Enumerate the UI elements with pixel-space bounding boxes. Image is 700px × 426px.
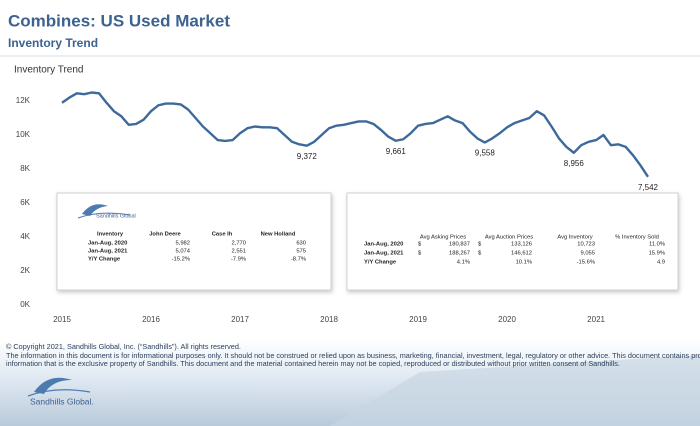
table-currency: $ bbox=[418, 251, 422, 257]
table-row-label: Jan-Aug, 2021 bbox=[364, 251, 404, 257]
table-cell: 4.9 bbox=[657, 260, 665, 266]
x-tick-label: 2019 bbox=[409, 315, 427, 324]
table-header: Avg Asking Prices bbox=[420, 235, 466, 241]
chart-title: Inventory Trend bbox=[14, 65, 83, 76]
table-cell: 11.0% bbox=[649, 242, 665, 248]
data-label: 8,956 bbox=[564, 159, 585, 168]
table-cell: 9,055 bbox=[580, 251, 595, 257]
table-cell: 133,126 bbox=[511, 242, 532, 248]
x-tick-label: 2020 bbox=[498, 315, 516, 324]
disclaimer: The information in this document is for … bbox=[6, 351, 700, 360]
table-header: Inventory bbox=[97, 232, 124, 238]
table-cell: 15.9% bbox=[649, 251, 665, 257]
y-tick-label: 6K bbox=[20, 198, 30, 207]
y-tick-label: 10K bbox=[16, 130, 31, 139]
table-currency: $ bbox=[418, 242, 422, 248]
table-cell: 4.1% bbox=[457, 260, 470, 266]
table-logo: Sandhills Global bbox=[96, 213, 136, 219]
table-header: % Inventory Sold bbox=[615, 235, 659, 241]
footer-logo-bird bbox=[34, 377, 72, 394]
table-cell: -15.2% bbox=[172, 257, 190, 263]
table-cell: 10,723 bbox=[577, 242, 595, 248]
table-cell: 2,551 bbox=[231, 249, 246, 255]
y-tick-label: 2K bbox=[20, 266, 30, 275]
data-label: 7,542 bbox=[638, 183, 659, 192]
data-label: 9,372 bbox=[297, 152, 318, 161]
table-cell: -7.9% bbox=[231, 257, 246, 263]
table-cell: 630 bbox=[296, 241, 306, 247]
page-subtitle: Inventory Trend bbox=[8, 36, 98, 50]
y-tick-label: 0K bbox=[20, 300, 30, 309]
table-cell: 5,074 bbox=[175, 249, 190, 255]
table-cell: 575 bbox=[296, 249, 306, 255]
table-cell: 180,837 bbox=[449, 242, 470, 248]
y-tick-label: 4K bbox=[20, 232, 30, 241]
table-currency: $ bbox=[478, 242, 482, 248]
data-label: 9,661 bbox=[386, 147, 407, 156]
footer-logo: Sandhills Global. bbox=[30, 396, 94, 406]
disclaimer: information that is the exclusive proper… bbox=[6, 359, 620, 368]
x-tick-label: 2015 bbox=[53, 315, 71, 324]
table-row-label: Y/Y Change bbox=[364, 260, 397, 266]
table-cell: 5,982 bbox=[175, 241, 190, 247]
y-tick-label: 12K bbox=[16, 96, 31, 105]
table-box bbox=[346, 192, 679, 291]
x-tick-label: 2016 bbox=[142, 315, 160, 324]
table-cell: 10.1% bbox=[516, 260, 532, 266]
table-cell: 188,267 bbox=[449, 251, 470, 257]
page-title: Combines: US Used Market bbox=[8, 11, 230, 30]
x-tick-label: 2017 bbox=[231, 315, 249, 324]
data-label: 9,558 bbox=[475, 149, 496, 158]
table-row-label: Y/Y Change bbox=[88, 257, 121, 263]
table-header: Avg Auction Prices bbox=[485, 235, 533, 241]
inventory-line bbox=[61, 91, 650, 178]
table-header: New Holland bbox=[261, 232, 296, 238]
table-cell: 2,770 bbox=[231, 241, 246, 247]
footer-logo-swoosh bbox=[27, 389, 91, 397]
table-header: John Deere bbox=[149, 232, 181, 238]
x-tick-label: 2021 bbox=[587, 315, 605, 324]
copyright: © Copyright 2021, Sandhills Global, Inc.… bbox=[6, 342, 241, 351]
table-box bbox=[56, 192, 332, 291]
y-tick-label: 8K bbox=[20, 164, 30, 173]
x-tick-label: 2018 bbox=[320, 315, 338, 324]
plot-area: 0K 2K 4K 6K 8K 10K 12K 2015 2016 2017 2018 2019 2020… bbox=[16, 91, 659, 324]
footer-machine-silhouette bbox=[330, 355, 700, 426]
tables: Sandhills Global Inventory John Deere Case… bbox=[56, 192, 679, 291]
table-header: Avg Inventory bbox=[557, 235, 592, 241]
table-currency: $ bbox=[478, 251, 482, 257]
table-row-label: Jan-Aug, 2021 bbox=[88, 249, 128, 255]
logo-bird bbox=[82, 204, 108, 216]
logo-swoosh bbox=[77, 212, 131, 219]
table-row-label: Jan-Aug, 2020 bbox=[88, 241, 127, 247]
table-row-label: Jan-Aug, 2020 bbox=[364, 242, 403, 248]
table-header: Case Ih bbox=[212, 232, 233, 238]
table-cell: -8.7% bbox=[291, 257, 306, 263]
table-cell: 146,612 bbox=[511, 251, 532, 257]
table-cell: -15.6% bbox=[577, 260, 595, 266]
